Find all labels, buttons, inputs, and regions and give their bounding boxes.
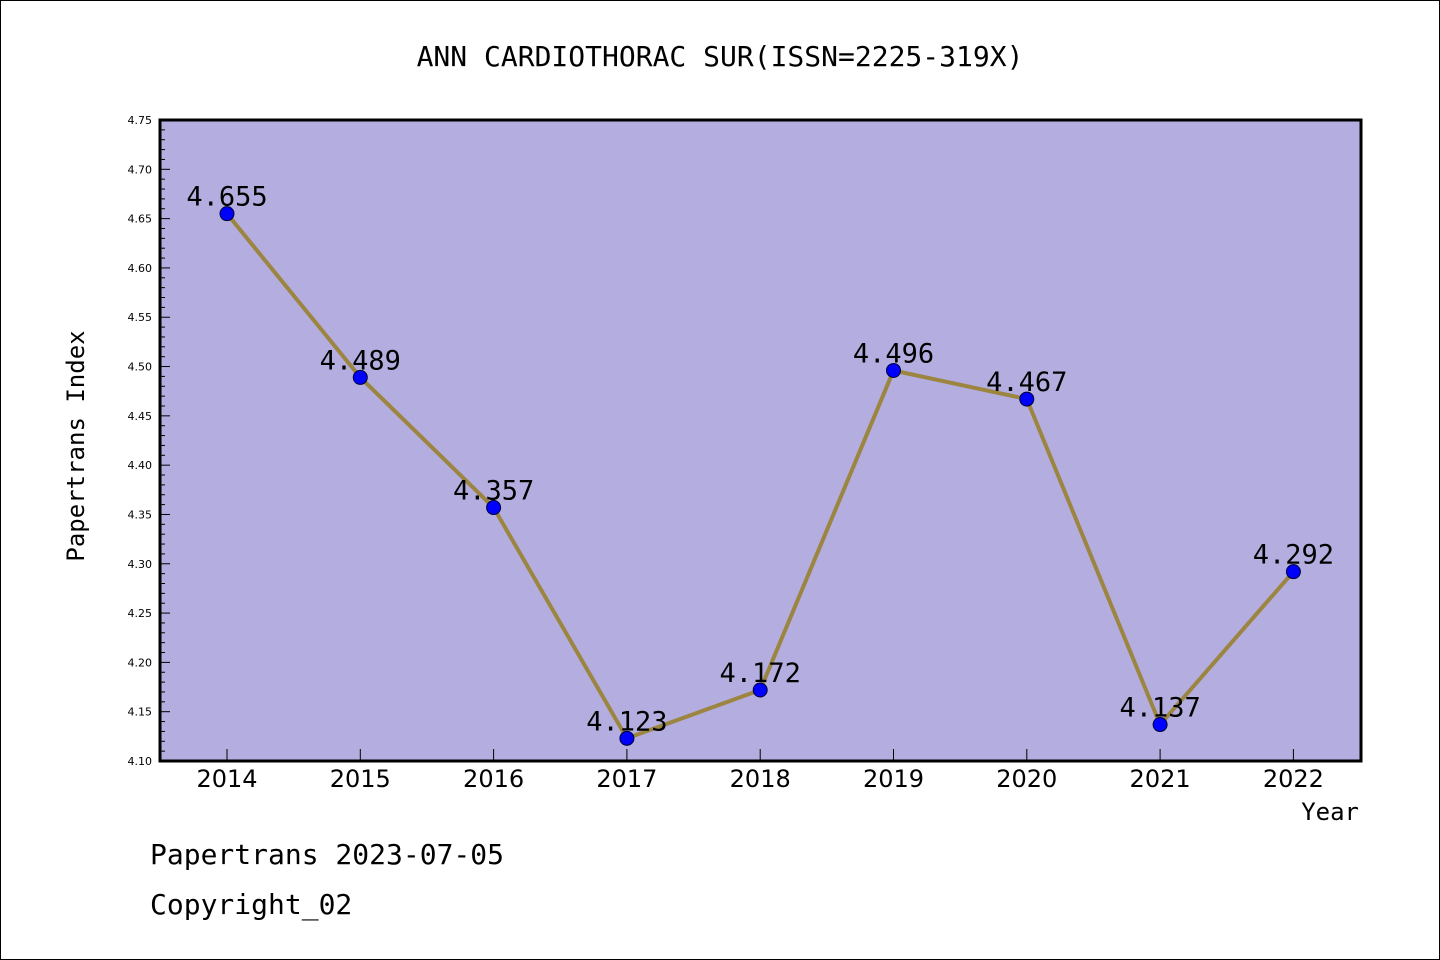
data-label: 4.123 <box>586 706 667 737</box>
data-point <box>619 730 635 746</box>
x-axis: 2014 2015 2016 2017 2018 2019 2020 2021 2022 <box>196 749 1324 793</box>
series-line-group <box>219 206 1301 746</box>
y-tick-label: 4.75 <box>128 114 153 127</box>
data-label: 4.292 <box>1253 540 1334 571</box>
x-tick-label: 2022 <box>1263 765 1324 793</box>
data-label: 4.655 <box>186 182 267 213</box>
data-point <box>1152 717 1168 733</box>
data-point <box>1285 564 1301 580</box>
data-labels: 4.655 4.489 4.357 4.123 4.172 4.496 4.467 4.137… <box>186 182 1334 738</box>
y-axis: 4.10 4.15 4.20 4.25 4.30 4.35 4.40 4.45 4.50 4.55… <box>128 114 170 768</box>
data-label: 4.496 <box>853 338 934 369</box>
data-label: 4.489 <box>320 345 401 376</box>
data-point <box>886 362 901 378</box>
x-tick-label: 2014 <box>196 765 257 793</box>
chart-title: ANN CARDIOTHORAC SUR(ISSN=2225-319X) <box>417 40 1024 73</box>
data-label: 4.172 <box>720 658 801 689</box>
x-tick-label: 2018 <box>730 765 791 793</box>
data-label: 4.357 <box>453 476 534 507</box>
y-tick-label: 4.65 <box>128 213 153 226</box>
data-point <box>352 369 368 385</box>
y-tick-label: 4.70 <box>128 163 153 176</box>
y-tick-label: 4.25 <box>128 607 153 620</box>
data-point <box>219 206 235 222</box>
y-tick-label: 4.40 <box>128 459 153 472</box>
y-tick-label: 4.55 <box>128 311 153 324</box>
y-tick-label: 4.60 <box>128 262 153 275</box>
x-tick-label: 2017 <box>596 765 657 793</box>
y-tick-label: 4.30 <box>128 558 153 571</box>
y-tick-label: 4.15 <box>128 706 153 719</box>
x-tick-label: 2019 <box>863 765 924 793</box>
footer-date: Papertrans 2023-07-05 <box>150 838 504 871</box>
y-tick-label: 4.45 <box>128 410 153 423</box>
x-tick-label: 2016 <box>463 765 524 793</box>
x-tick-label: 2021 <box>1130 765 1191 793</box>
data-label: 4.137 <box>1119 693 1200 724</box>
data-point <box>486 500 502 516</box>
y-tick-label: 4.35 <box>128 508 153 521</box>
x-tick-label: 2020 <box>996 765 1057 793</box>
y-tick-label: 4.20 <box>128 656 153 669</box>
y-tick-label: 4.10 <box>128 755 153 768</box>
y-axis-label: Papertrans Index <box>62 330 90 561</box>
x-tick-label: 2015 <box>330 765 391 793</box>
y-tick-label: 4.50 <box>128 361 153 374</box>
data-point <box>752 682 768 698</box>
data-label: 4.467 <box>986 367 1067 398</box>
plot-area <box>158 118 1363 763</box>
footer-copyright: Copyright_02 <box>150 888 352 922</box>
x-axis-label: Year <box>1301 798 1359 826</box>
data-point <box>1019 391 1035 407</box>
